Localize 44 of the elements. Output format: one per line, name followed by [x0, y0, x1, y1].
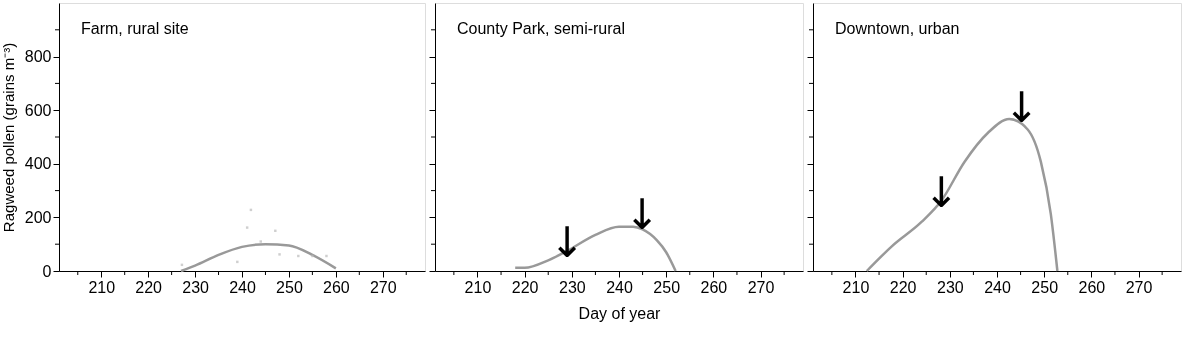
- point: [278, 253, 281, 256]
- x-tick-label: 250: [276, 278, 303, 296]
- y-tick-label: 800: [24, 48, 52, 66]
- point: [259, 240, 262, 243]
- y-tick-label: 600: [24, 101, 52, 119]
- x-tick-label: 250: [1031, 278, 1059, 296]
- x-tick-label: 220: [889, 278, 917, 296]
- x-tick-label: 270: [747, 278, 775, 296]
- x-tick-label: 260: [1078, 278, 1106, 296]
- x-tick-label: 230: [182, 278, 210, 296]
- x-tick-label: 210: [88, 278, 116, 296]
- x-tick-label: 250: [653, 278, 681, 296]
- x-tick-label: 220: [135, 278, 163, 296]
- x-tick-label: 240: [984, 278, 1011, 296]
- annotation: ↓: [549, 217, 585, 267]
- x-tick-label: 260: [322, 278, 350, 296]
- x-tick-label: 260: [700, 278, 728, 296]
- text: Farm, rural site: [81, 20, 189, 37]
- x-tick-label: 240: [229, 278, 256, 296]
- point: [325, 254, 328, 258]
- annotation: ↓: [1003, 83, 1040, 133]
- text: Downtown, urban: [835, 20, 960, 37]
- x-tick-label: 220: [511, 278, 539, 296]
- x-tick-label: 230: [936, 278, 964, 296]
- x-tick-label: 210: [842, 278, 870, 296]
- x-tick-label: 230: [558, 278, 586, 296]
- x-tick-label: 270: [1125, 278, 1153, 296]
- x-tick-label: 210: [464, 278, 492, 296]
- annotation: ↓: [923, 167, 959, 217]
- text: County Park, semi-rural: [457, 20, 626, 37]
- annotation: ↓: [624, 190, 660, 240]
- point: [274, 229, 277, 233]
- y-tick-label: 400: [24, 155, 52, 173]
- point: [245, 226, 249, 229]
- line-series: [179, 242, 338, 273]
- point: [236, 260, 239, 264]
- y-axis-title: Ragweed pollen (grains m⁻³): [0, 42, 17, 233]
- point: [297, 254, 300, 258]
- y-tick-label: 200: [24, 208, 52, 226]
- x-tick-label: 240: [606, 278, 633, 296]
- y-tick-label: 0: [42, 262, 52, 280]
- point: [311, 254, 314, 258]
- x-tick-label: 270: [369, 278, 397, 296]
- x-axis-title: Day of year: [578, 304, 662, 322]
